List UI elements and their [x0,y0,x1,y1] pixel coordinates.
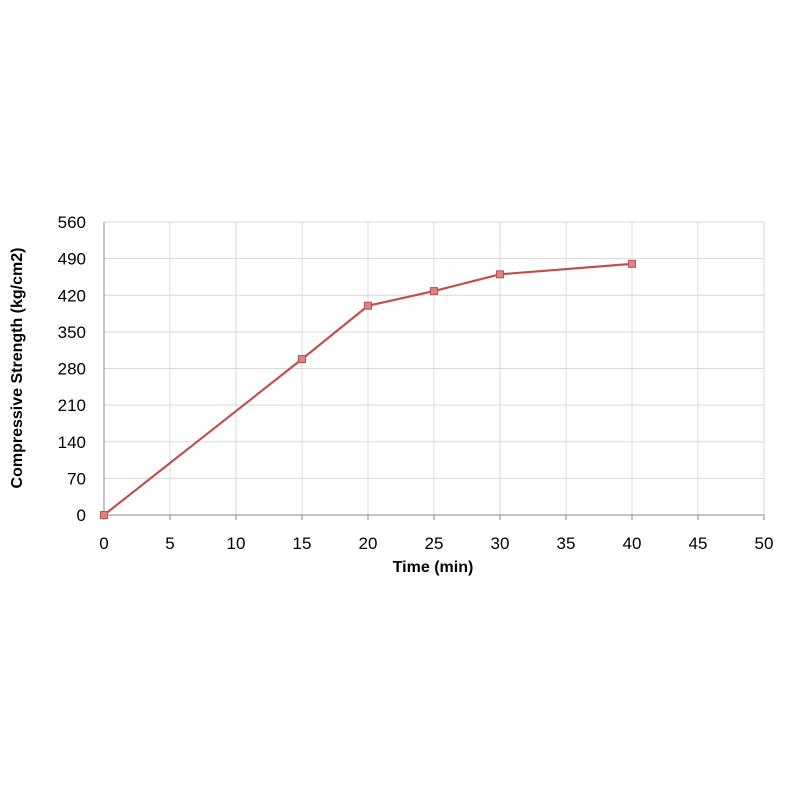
data-point-marker [364,301,372,310]
data-point-marker [298,355,306,364]
y-axis-title: Compressive Strength (kg/cm2) [9,248,26,489]
x-tick-label: 5 [165,534,174,553]
x-tick-label: 25 [425,534,444,553]
y-tick-label: 350 [58,323,86,342]
x-tick-label: 45 [689,534,708,553]
y-tick-label: 70 [67,469,86,488]
axes [103,222,765,520]
y-tick-label: 210 [58,396,86,415]
y-tick-label: 420 [58,286,86,305]
data-point-marker [430,287,438,296]
x-tick-label: 20 [359,534,378,553]
x-tick-label: 10 [227,534,246,553]
y-tick-label: 560 [58,213,86,232]
x-tick-label: 35 [557,534,576,553]
y-tick-label: 490 [58,250,86,269]
y-tick-label: 140 [58,433,86,452]
data-series [100,259,636,519]
y-tick-label: 0 [77,506,86,525]
y-tick-labels: 0 70 140 210 280 350 420 490 560 [58,213,86,525]
x-tick-label: 30 [491,534,510,553]
x-tick-labels: 0 5 10 15 20 25 30 35 40 45 50 [99,534,773,553]
x-tick-label: 50 [755,534,774,553]
x-tick-label: 15 [293,534,312,553]
gridlines [104,221,765,515]
data-point-marker [628,259,636,268]
x-tick-label: 0 [99,534,108,553]
data-point-marker [100,511,108,519]
x-tick-label: 40 [623,534,642,553]
y-tick-label: 280 [58,360,86,379]
series-line [103,262,633,516]
x-axis-title: Time (min) [393,559,474,576]
data-point-marker [496,270,504,279]
